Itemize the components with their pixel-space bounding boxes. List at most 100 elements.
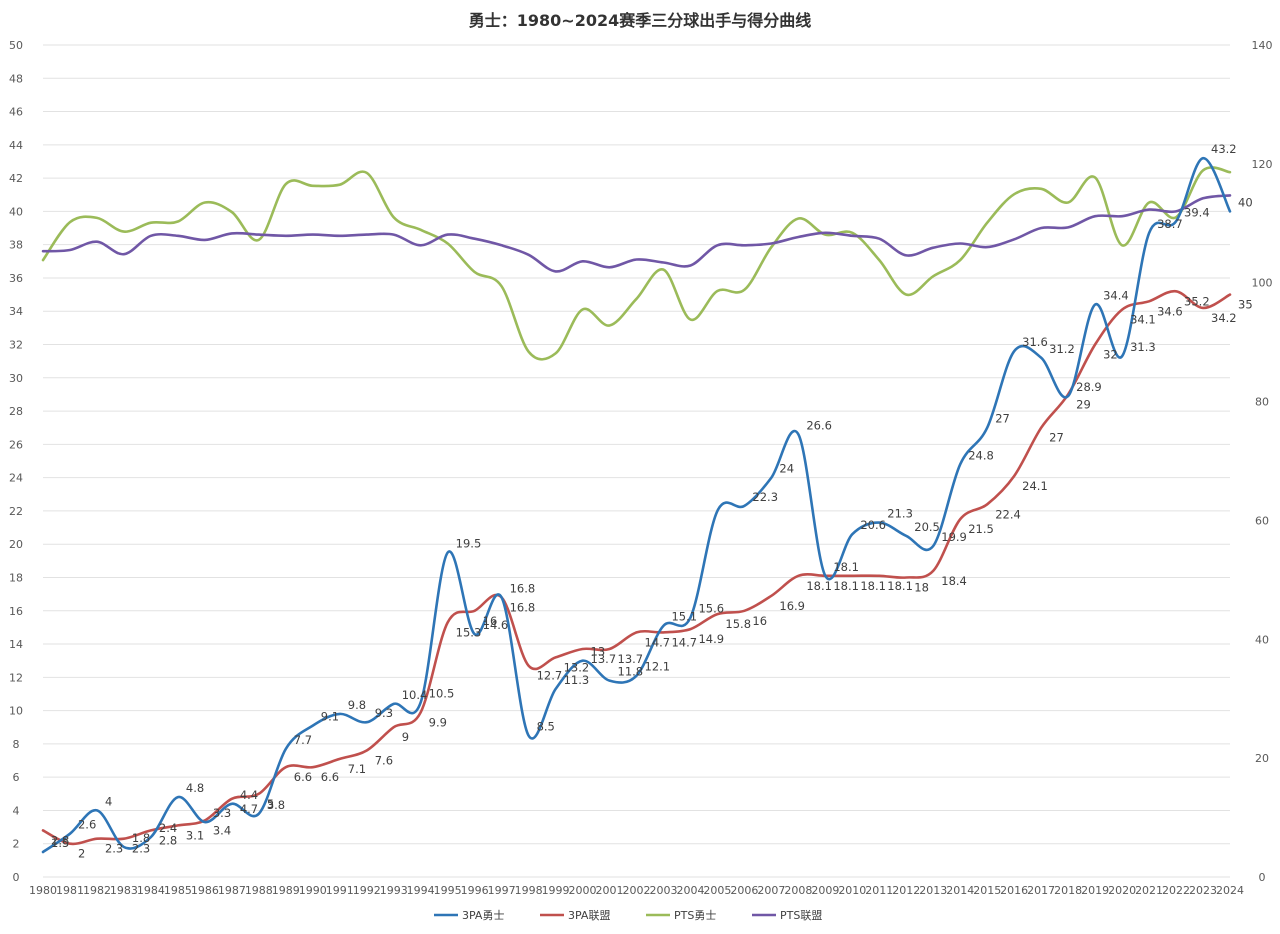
y2-tick-label: 80 <box>1255 396 1269 409</box>
data-label: 9.9 <box>429 715 447 729</box>
data-label: 15.8 <box>725 617 751 631</box>
data-label: 22.3 <box>752 490 778 504</box>
y-tick-label: 34 <box>9 305 23 318</box>
series-lines <box>41 156 1232 854</box>
x-tick-label: 1993 <box>380 884 408 897</box>
x-tick-label: 2010 <box>838 884 866 897</box>
x-tick-label: 2004 <box>676 884 704 897</box>
x-tick-label: 2018 <box>1054 884 1082 897</box>
x-tick-label: 2012 <box>892 884 920 897</box>
data-label: 2 <box>78 847 85 861</box>
data-label: 39.4 <box>1184 205 1210 219</box>
y-tick-label: 2 <box>13 838 20 851</box>
x-tick-label: 1998 <box>515 884 543 897</box>
data-label: 15.6 <box>698 601 724 615</box>
x-tick-label: 2000 <box>569 884 597 897</box>
data-label: 7.7 <box>294 733 312 747</box>
data-label: 2.3 <box>105 842 123 856</box>
y-tick-label: 50 <box>9 39 23 52</box>
x-axis: 1980198119821983198419851986198719881989… <box>29 884 1244 897</box>
data-label: 16.8 <box>510 600 536 614</box>
x-tick-label: 2015 <box>973 884 1001 897</box>
data-label: 2.6 <box>78 818 96 832</box>
legend-label: 3PA联盟 <box>568 909 610 922</box>
data-label: 9 <box>402 730 409 744</box>
data-label: 13.7 <box>618 652 644 666</box>
data-label: 16.9 <box>779 599 805 613</box>
data-label: 13 <box>591 645 606 659</box>
data-label: 15.3 <box>456 625 482 639</box>
y-tick-label: 42 <box>9 172 23 185</box>
series-line <box>41 156 1232 854</box>
y-tick-label: 22 <box>9 505 23 518</box>
series-line <box>41 289 1232 846</box>
x-tick-label: 2017 <box>1027 884 1055 897</box>
x-tick-label: 1991 <box>326 884 354 897</box>
data-label: 24.1 <box>1022 479 1048 493</box>
x-tick-label: 2019 <box>1081 884 1109 897</box>
y-tick-label: 48 <box>9 72 23 85</box>
data-label: 18.1 <box>833 579 859 593</box>
data-label: 22.4 <box>995 507 1021 521</box>
data-label: 9.1 <box>321 710 339 724</box>
x-tick-label: 2021 <box>1135 884 1163 897</box>
data-label: 14.9 <box>698 632 724 646</box>
x-tick-label: 1981 <box>56 884 84 897</box>
data-label: 21.3 <box>887 507 913 521</box>
data-label: 13.2 <box>564 660 590 674</box>
data-label: 9.3 <box>375 706 393 720</box>
data-label: 12.1 <box>645 660 671 674</box>
legend-label: PTS勇士 <box>674 909 716 922</box>
x-tick-label: 1992 <box>353 884 381 897</box>
x-tick-label: 1982 <box>83 884 111 897</box>
data-label: 26.6 <box>806 418 832 432</box>
data-label: 18.1 <box>860 579 886 593</box>
y-tick-label: 36 <box>9 272 23 285</box>
x-tick-label: 2001 <box>596 884 624 897</box>
y-tick-label: 26 <box>9 438 23 451</box>
x-tick-label: 2002 <box>623 884 651 897</box>
chart-title: 勇士：1980~2024赛季三分球出手与得分曲线 <box>469 11 811 30</box>
y-tick-label: 16 <box>9 605 23 618</box>
data-label: 3.8 <box>267 798 285 812</box>
data-label: 1.5 <box>51 836 69 850</box>
data-label: 31.3 <box>1130 340 1156 354</box>
y-tick-label: 46 <box>9 106 23 119</box>
y2-tick-label: 40 <box>1255 633 1269 646</box>
y2-tick-label: 100 <box>1252 277 1273 290</box>
x-tick-label: 1986 <box>191 884 219 897</box>
data-label: 18.4 <box>941 574 967 588</box>
data-label: 4.8 <box>186 781 204 795</box>
x-tick-label: 2014 <box>946 884 974 897</box>
x-tick-label: 1983 <box>110 884 138 897</box>
x-tick-label: 2020 <box>1108 884 1136 897</box>
x-tick-label: 2023 <box>1189 884 1217 897</box>
x-tick-label: 2006 <box>730 884 758 897</box>
y-tick-label: 0 <box>13 871 20 884</box>
data-label: 7.6 <box>375 754 393 768</box>
x-tick-label: 1995 <box>434 884 462 897</box>
data-label: 12.7 <box>537 669 563 683</box>
x-tick-label: 1985 <box>164 884 192 897</box>
data-label: 3.1 <box>186 828 204 842</box>
grid-lines <box>43 44 1230 878</box>
data-label: 8.5 <box>537 720 555 734</box>
data-label: 3.4 <box>213 823 231 837</box>
data-label: 24.8 <box>968 448 994 462</box>
data-label: 2.8 <box>51 833 69 847</box>
data-label: 6.6 <box>294 770 312 784</box>
y-tick-label: 30 <box>9 372 23 385</box>
x-tick-label: 1987 <box>218 884 246 897</box>
y2-tick-label: 0 <box>1259 871 1266 884</box>
x-tick-label: 2024 <box>1216 884 1244 897</box>
x-tick-label: 2016 <box>1000 884 1028 897</box>
data-label: 2.4 <box>159 821 177 835</box>
y-tick-label: 6 <box>13 771 20 784</box>
data-label: 18.1 <box>833 560 859 574</box>
x-tick-label: 2005 <box>703 884 731 897</box>
data-label: 20.5 <box>914 520 940 534</box>
data-label: 28.9 <box>1076 380 1102 394</box>
data-label: 21.5 <box>968 522 994 536</box>
data-label: 20.6 <box>860 518 886 532</box>
data-label: 16.8 <box>510 581 536 595</box>
